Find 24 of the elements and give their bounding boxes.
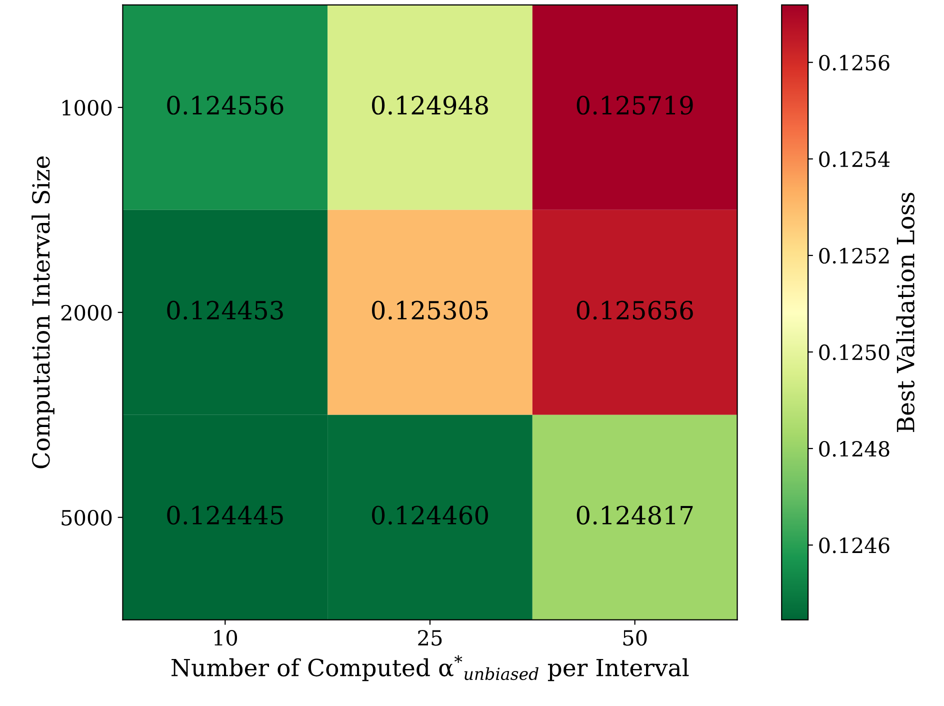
color-bar-label: 0.1248 xyxy=(819,440,890,457)
color-bar-label: 0.1246 xyxy=(819,538,890,554)
data-label: 0.124556 xyxy=(167,96,284,115)
y-tick-label: 1000 xyxy=(62,100,112,116)
data-label: 0.124460 xyxy=(372,506,488,525)
data-label: 0.124817 xyxy=(576,506,693,525)
data-label: 0.124948 xyxy=(372,96,488,115)
data-label: 0.125305 xyxy=(372,300,488,320)
data-label: 0.124445 xyxy=(167,506,283,525)
data-label: 0.124453 xyxy=(167,300,283,320)
color-bar-label: 0.1252 xyxy=(819,248,889,264)
x-tick-label: 50 xyxy=(623,630,647,646)
data-label: 0.125656 xyxy=(576,300,693,320)
x-tick-label: 10 xyxy=(214,630,238,646)
y-tick-label: 5000 xyxy=(62,510,112,526)
x-tick-label: 25 xyxy=(418,630,442,646)
color-bar-label: 0.1254 xyxy=(819,151,890,168)
color-bar-label: 0.1256 xyxy=(819,54,890,71)
color-bar-label: 0.1250 xyxy=(819,344,890,360)
x-axis-title: Number of Computed α$^{*}$$_{unbiased}$ per Interval xyxy=(172,655,689,682)
y-axis-title: Computation Interval Size xyxy=(32,156,54,468)
data-label: 0.125719 xyxy=(576,96,693,115)
y-tick-label: 2000 xyxy=(61,304,112,321)
color-bar-title: Best Validation Loss xyxy=(896,192,915,432)
